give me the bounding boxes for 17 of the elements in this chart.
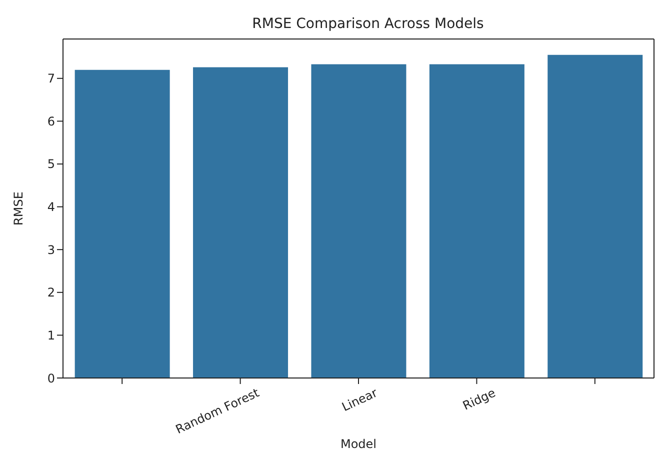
y-tick-label: 7 — [47, 72, 55, 86]
y-tick-label: 1 — [47, 328, 55, 342]
y-tick-label: 2 — [47, 286, 55, 300]
chart-title: RMSE Comparison Across Models — [252, 16, 484, 32]
y-tick-label: 3 — [47, 242, 55, 257]
x-axis-title: Model — [340, 437, 377, 451]
bar — [311, 64, 406, 378]
x-tick-label: Ridge — [460, 386, 498, 413]
y-tick-label: 6 — [47, 114, 55, 128]
bar — [429, 64, 524, 378]
bar — [193, 67, 288, 378]
y-tick-label: 5 — [47, 157, 55, 172]
y-tick-label: 4 — [47, 200, 55, 214]
y-axis-title: RMSE — [11, 192, 26, 226]
y-tick-label: 0 — [47, 371, 55, 386]
bar — [548, 54, 643, 378]
bar — [74, 70, 170, 378]
